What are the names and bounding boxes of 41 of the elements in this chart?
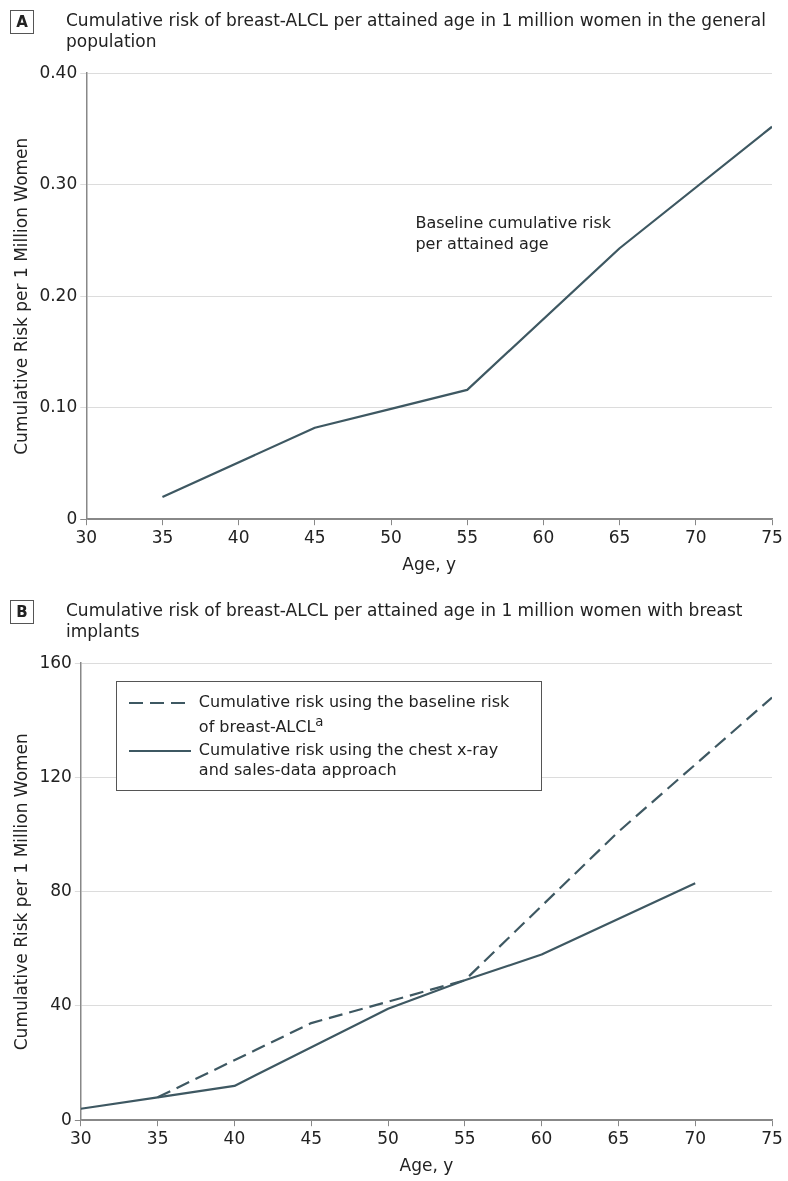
x-tick-label: 40 xyxy=(227,526,250,547)
x-tick-label: 75 xyxy=(761,1127,783,1148)
x-tick-label: 30 xyxy=(70,1127,92,1148)
y-tick-label: 0.40 xyxy=(39,61,78,82)
legend-label: Cumulative risk using the baseline risk of breast-ALCL$^{a}$ xyxy=(198,692,511,738)
x-tick-label: 45 xyxy=(304,526,326,547)
y-tick-label: 160 xyxy=(39,651,72,672)
text: B xyxy=(10,600,34,624)
x-tick-label: 35 xyxy=(151,526,174,547)
y-tick-label: 0.30 xyxy=(39,173,78,194)
x-tick-label: 30 xyxy=(75,526,98,547)
y-axis-title: Cumulative Risk per 1 Million Women xyxy=(10,137,31,455)
y-tick-label: 0.20 xyxy=(39,284,78,305)
x-tick-label: 40 xyxy=(223,1127,246,1148)
x-tick-label: 75 xyxy=(761,526,783,547)
x-tick-label: 55 xyxy=(456,526,479,547)
y-tick-label: 80 xyxy=(50,880,72,901)
y-tick-label: 0 xyxy=(66,507,78,528)
x-tick-label: 45 xyxy=(300,1127,323,1148)
y-tick-label: 0.10 xyxy=(39,396,78,417)
legend-label: Cumulative risk using the chest x-ray and sales-data approach xyxy=(198,739,500,780)
x-tick-label: 65 xyxy=(607,1127,630,1148)
x-tick-label: 60 xyxy=(530,1127,553,1148)
x-tick-label: 70 xyxy=(684,1127,707,1148)
text: A xyxy=(10,10,34,34)
x-tick-label: 35 xyxy=(146,1127,169,1148)
chart-title: Cumulative risk of breast-ALCL per attained age in 1 million women in the general population xyxy=(66,10,767,52)
x-tick-label: 65 xyxy=(608,526,631,547)
x-tick-label: 70 xyxy=(684,526,707,547)
x-tick-label: 50 xyxy=(377,1127,399,1148)
y-tick-label: 120 xyxy=(39,765,72,786)
x-tick-label: 50 xyxy=(380,526,402,547)
y-tick-label: 0 xyxy=(61,1108,72,1129)
x-tick-label: 60 xyxy=(532,526,555,547)
annotation: Baseline cumulative risk per attained age xyxy=(415,213,612,254)
x-tick-label: 55 xyxy=(454,1127,476,1148)
x-axis-title: Age, y xyxy=(399,1155,454,1176)
x-axis-title: Age, y xyxy=(402,554,456,575)
y-axis-title: Cumulative Risk per 1 Million Women xyxy=(10,733,31,1051)
chart-title: Cumulative risk of breast-ALCL per attained age in 1 million women with breast implants xyxy=(66,600,744,642)
y-tick-label: 40 xyxy=(50,994,72,1015)
